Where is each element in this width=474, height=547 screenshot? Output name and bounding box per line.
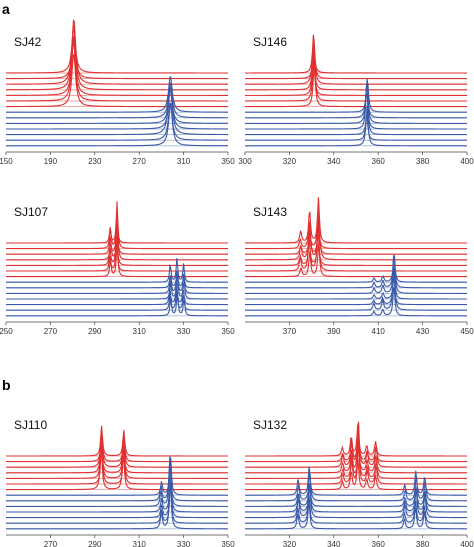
x-tick-label: 250 xyxy=(0,327,13,336)
x-tick-label: 350 xyxy=(221,327,235,336)
x-tick-label: 340 xyxy=(327,540,341,547)
blue-trace xyxy=(6,271,228,288)
blue-trace xyxy=(245,288,467,316)
panel-title: SJ110 xyxy=(14,418,47,432)
panel-title: SJ42 xyxy=(14,35,42,49)
x-tick-label: 310 xyxy=(177,157,191,166)
blue-trace xyxy=(6,83,228,135)
panels: 150 190 230 270 310 350 SJ42 300 320 340 360 380 400… xyxy=(0,20,474,547)
x-tick-label: 270 xyxy=(44,540,58,547)
red-trace xyxy=(6,54,228,106)
x-tick-label: 370 xyxy=(283,327,297,336)
x-tick-label: 330 xyxy=(177,540,191,547)
x-tick-label: 230 xyxy=(88,157,102,166)
panel-5: 270 290 310 330 350 SJ110 xyxy=(6,418,235,547)
x-tick-label: 450 xyxy=(460,327,474,336)
x-tick-label: 380 xyxy=(416,540,430,547)
panel-3: 250 270 290 310 330 350 SJ107 xyxy=(0,201,235,336)
x-tick-label: 320 xyxy=(283,157,297,166)
x-tick-label: 340 xyxy=(327,157,341,166)
panel-4: 370 390 410 430 450 SJ143 xyxy=(245,197,474,336)
blue-trace xyxy=(245,106,467,135)
x-tick-label: 150 xyxy=(0,157,13,166)
panel-1: 150 190 230 270 310 350 SJ42 xyxy=(0,20,235,166)
panel-title: SJ132 xyxy=(253,418,287,432)
blue-trace xyxy=(245,483,467,512)
blue-trace xyxy=(245,274,467,304)
part-label-b: b xyxy=(2,377,11,393)
red-trace xyxy=(6,433,228,462)
x-tick-label: 330 xyxy=(177,327,191,336)
x-tick-label: 360 xyxy=(372,540,386,547)
x-tick-label: 350 xyxy=(221,540,235,547)
x-tick-label: 430 xyxy=(416,327,430,336)
x-tick-label: 310 xyxy=(133,540,147,547)
panel-title: SJ146 xyxy=(253,35,287,49)
x-tick-label: 360 xyxy=(372,157,386,166)
part-label-a: a xyxy=(2,1,10,17)
x-tick-label: 400 xyxy=(460,540,474,547)
red-trace xyxy=(245,53,467,101)
blue-trace xyxy=(245,496,467,524)
x-tick-label: 350 xyxy=(221,157,235,166)
red-trace xyxy=(245,217,467,249)
panel-6: 320 340 360 380 400 SJ132 xyxy=(245,418,474,547)
x-tick-label: 300 xyxy=(238,157,252,166)
x-tick-label: 290 xyxy=(88,540,102,547)
blue-trace xyxy=(245,486,467,517)
blue-trace xyxy=(6,258,228,282)
blue-trace xyxy=(6,283,228,304)
x-tick-label: 400 xyxy=(460,157,474,166)
x-tick-label: 270 xyxy=(44,327,58,336)
blue-trace xyxy=(245,256,467,288)
panel-title: SJ107 xyxy=(14,205,48,219)
x-tick-label: 270 xyxy=(133,157,147,166)
x-tick-label: 410 xyxy=(372,327,386,336)
panel-title: SJ143 xyxy=(253,205,287,219)
x-tick-label: 190 xyxy=(44,157,58,166)
panel-2: 300 320 340 360 380 400 SJ146 xyxy=(238,35,474,166)
red-trace xyxy=(245,234,467,266)
x-tick-label: 320 xyxy=(283,540,297,547)
red-trace xyxy=(245,224,467,255)
x-tick-label: 290 xyxy=(88,327,102,336)
red-trace xyxy=(6,442,228,473)
x-tick-label: 310 xyxy=(133,327,147,336)
x-tick-label: 380 xyxy=(416,157,430,166)
blue-trace xyxy=(6,272,228,293)
red-trace xyxy=(6,20,228,84)
red-trace xyxy=(6,41,228,101)
x-tick-label: 390 xyxy=(327,327,341,336)
